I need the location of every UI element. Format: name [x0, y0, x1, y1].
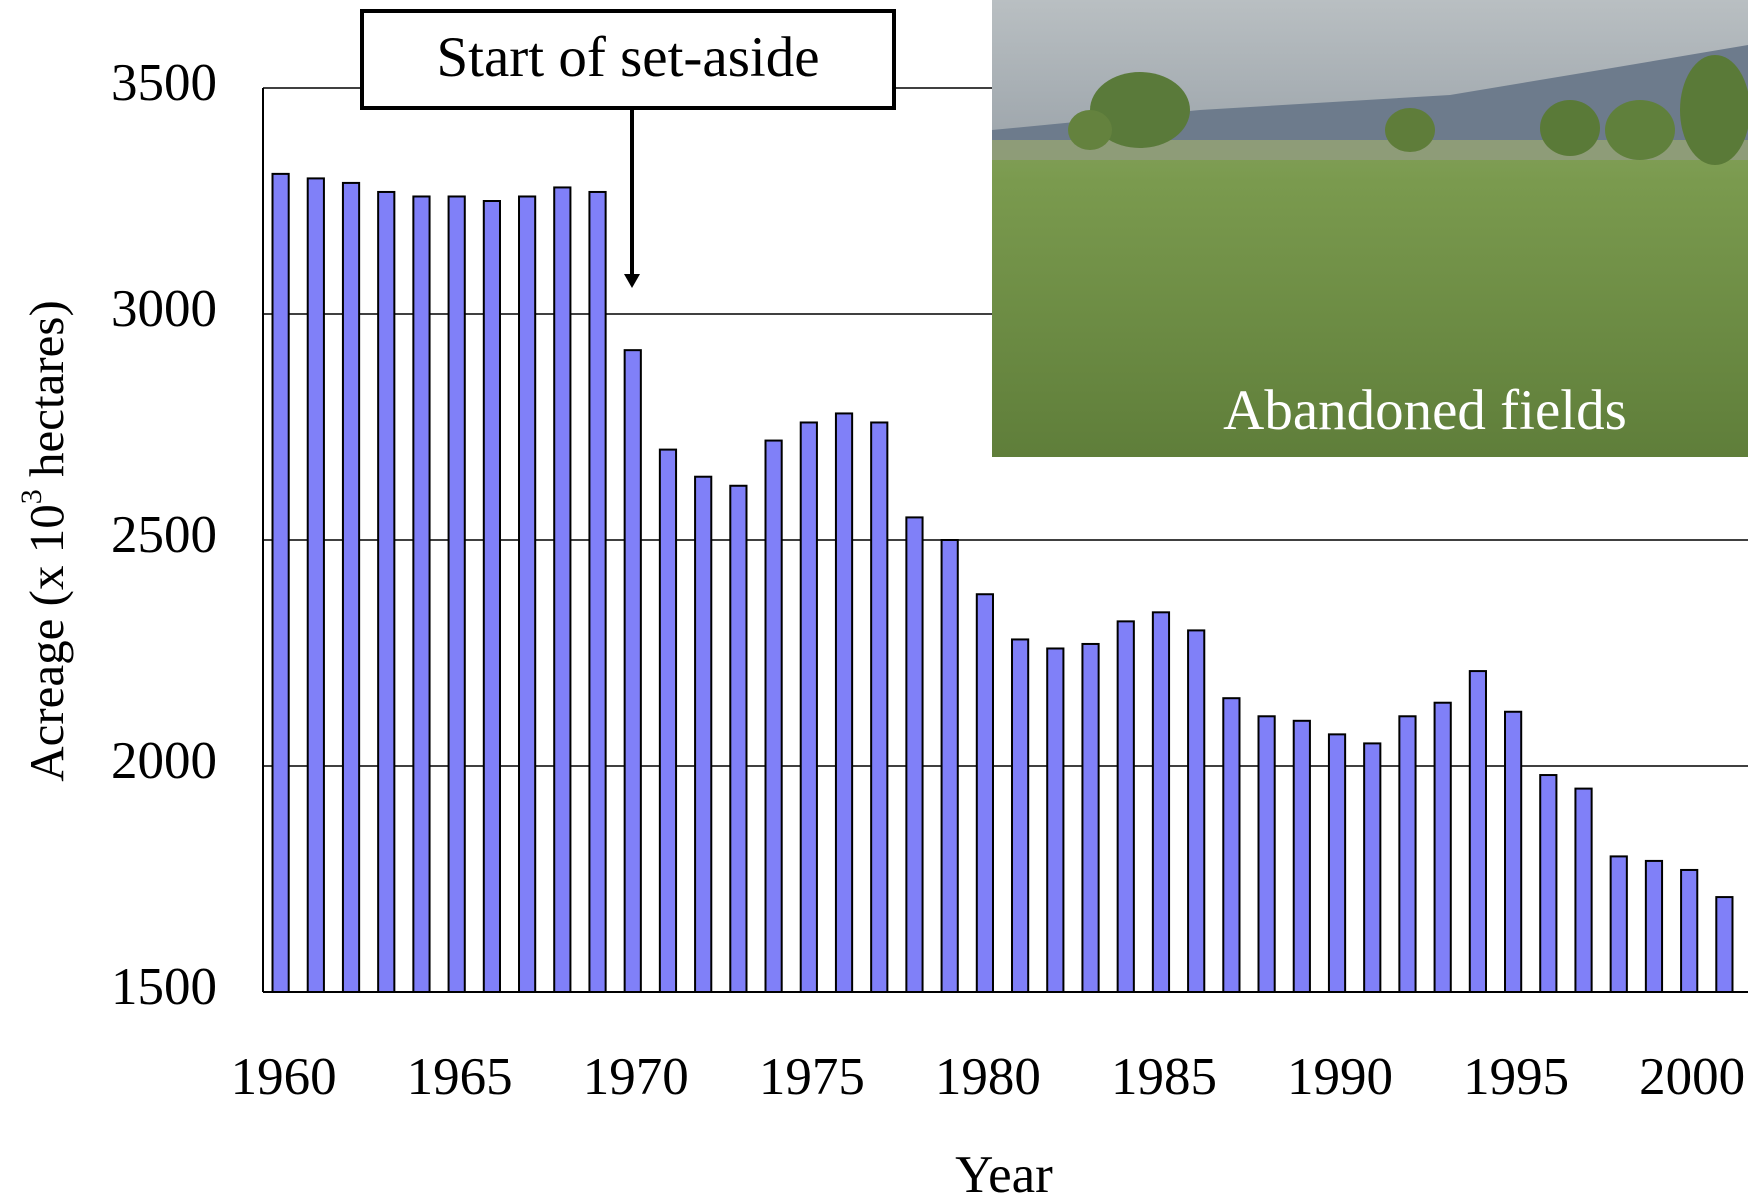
bar: [1329, 734, 1345, 992]
bar: [1575, 789, 1591, 992]
x-tick-label: 1985: [1111, 1048, 1217, 1106]
bar: [1505, 712, 1521, 992]
bar: [273, 174, 289, 992]
y-tick-label: 2500: [111, 506, 217, 564]
bar: [695, 477, 711, 992]
bar: [1082, 644, 1098, 992]
bar: [1399, 716, 1415, 992]
bar: [589, 192, 605, 992]
bar: [801, 422, 817, 992]
bar: [1188, 630, 1204, 992]
y-tick-label: 3000: [111, 280, 217, 338]
bar: [1118, 621, 1134, 992]
annotation: Start of set-aside: [362, 11, 894, 288]
bar: [413, 196, 429, 992]
x-tick-label: 2000: [1639, 1048, 1745, 1106]
bar: [836, 413, 852, 992]
bar: [1259, 716, 1275, 992]
bar: [942, 540, 958, 992]
x-tick-label: 1995: [1463, 1048, 1569, 1106]
x-axis-label: Year: [955, 1146, 1053, 1204]
bar: [730, 486, 746, 992]
y-tick-label: 3500: [111, 54, 217, 112]
bar: [1364, 743, 1380, 992]
bar: [625, 350, 641, 992]
bar: [484, 201, 500, 992]
bar: [1294, 721, 1310, 992]
y-tick-label: 1500: [111, 958, 217, 1016]
photo-caption: Abandoned fields: [1223, 379, 1627, 442]
x-tick-label: 1960: [231, 1048, 337, 1106]
bar: [977, 594, 993, 992]
bar: [1012, 639, 1028, 992]
x-tick-label: 1975: [759, 1048, 865, 1106]
x-tick-label: 1970: [583, 1048, 689, 1106]
bar: [1716, 897, 1732, 992]
bar: [766, 441, 782, 992]
bar: [1435, 703, 1451, 992]
bar: [378, 192, 394, 992]
bar: [554, 187, 570, 992]
bar: [1223, 698, 1239, 992]
bar: [1681, 870, 1697, 992]
x-tick-label: 1980: [935, 1048, 1041, 1106]
bar: [449, 196, 465, 992]
chart: 1500 2000 2500 3000 3500 1960 1965 1970 1975 1980…: [0, 0, 1748, 1204]
bar: [1540, 775, 1556, 992]
bar: [906, 517, 922, 992]
y-axis-label: Acreage (x 103 hectares): [15, 300, 74, 782]
y-tick-label: 2000: [111, 732, 217, 790]
bar: [660, 450, 676, 992]
bar: [1470, 671, 1486, 992]
bar: [871, 422, 887, 992]
photo: Abandoned fields: [992, 0, 1748, 457]
bar: [308, 178, 324, 992]
bar: [343, 183, 359, 992]
x-tick-label: 1965: [407, 1048, 513, 1106]
bar: [1646, 861, 1662, 992]
bar: [519, 196, 535, 992]
bar: [1611, 856, 1627, 992]
bar: [1153, 612, 1169, 992]
annotation-text: Start of set-aside: [436, 26, 819, 89]
x-tick-label: 1990: [1287, 1048, 1393, 1106]
bar: [1047, 648, 1063, 992]
